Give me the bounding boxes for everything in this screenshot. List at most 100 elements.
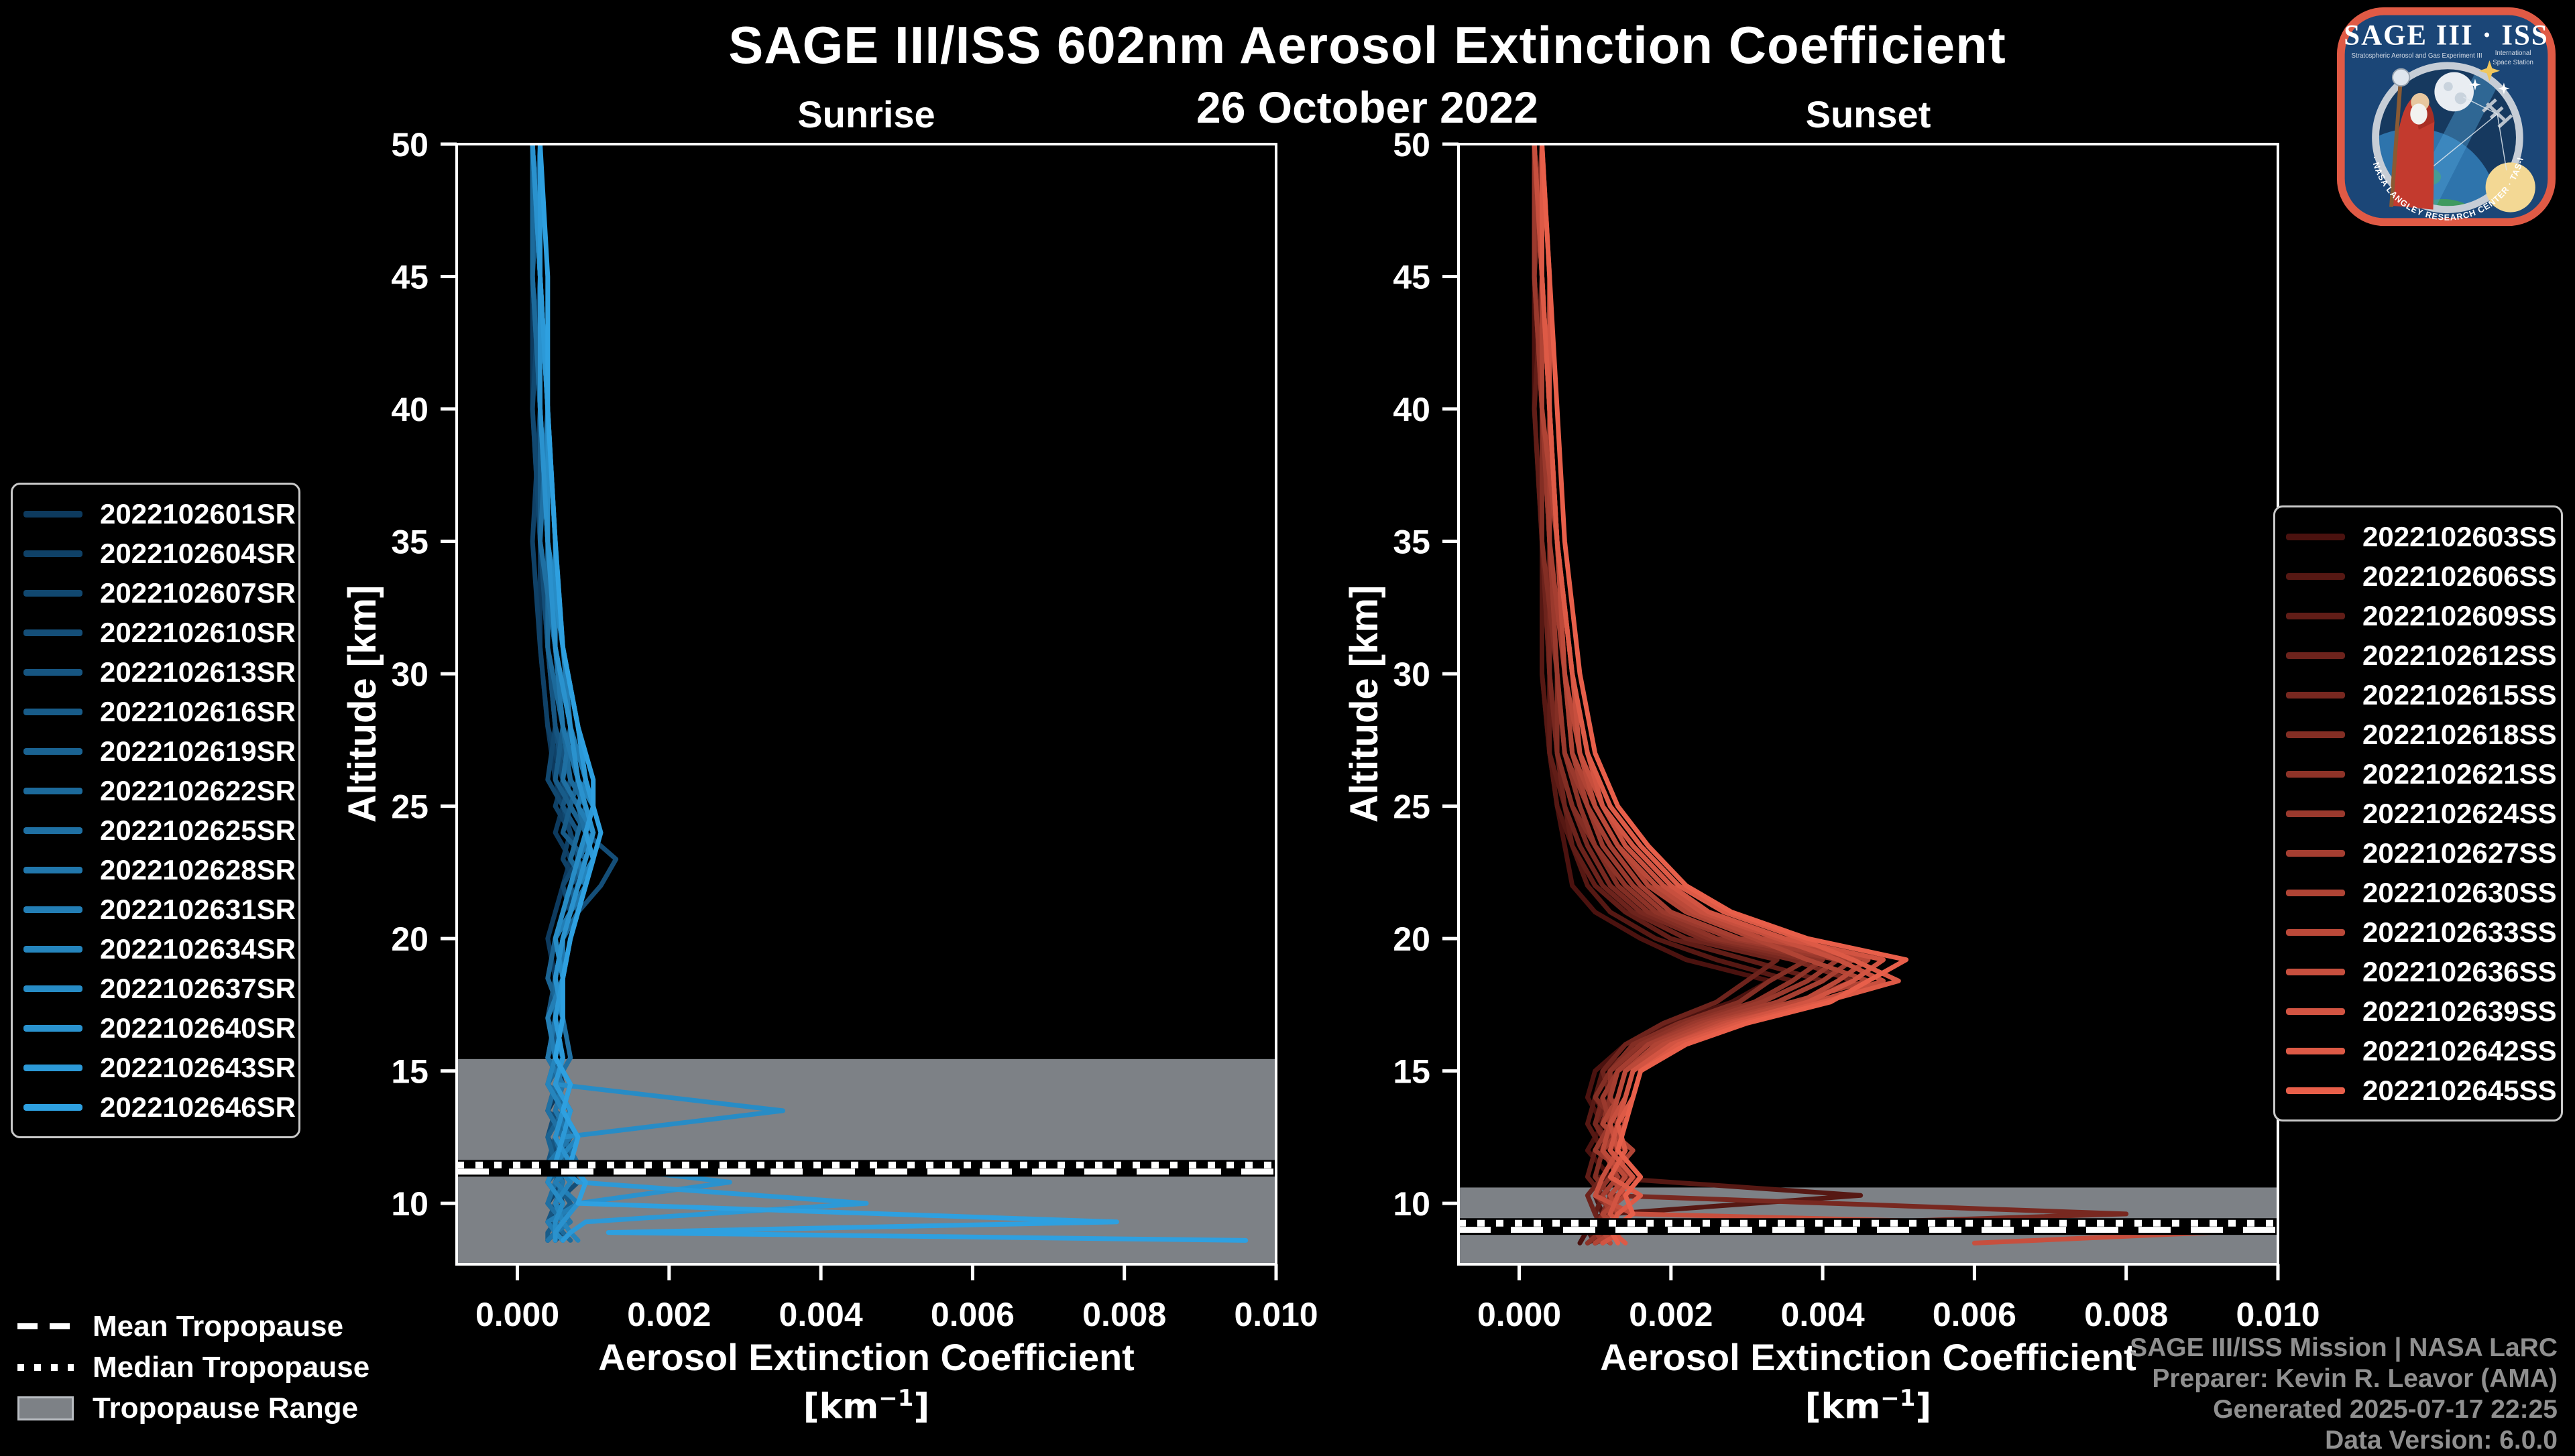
x-unit-close: ] bbox=[1915, 1386, 1932, 1427]
legend-item: 2022102609SS bbox=[2286, 596, 2557, 635]
logo-scan-beams bbox=[2433, 97, 2507, 171]
logo-sun bbox=[2485, 162, 2535, 213]
x-axis-label-sunset: Aerosol Extinction Coefficient bbox=[1600, 1336, 2136, 1378]
legend-item: 2022102643SR bbox=[23, 1048, 296, 1087]
legend-line-swatch bbox=[2286, 691, 2345, 699]
legend-item-label: 2022102633SS bbox=[2362, 916, 2557, 948]
x-tick-label: 0.006 bbox=[1933, 1296, 2016, 1333]
y-tick-label: 50 bbox=[391, 126, 428, 164]
legend-item: 2022102627SS bbox=[2286, 833, 2557, 873]
legend-line-swatch bbox=[2286, 1008, 2345, 1015]
legend-line-swatch bbox=[23, 985, 82, 992]
median-tropopause-legend-item: Median Tropopause bbox=[17, 1347, 369, 1388]
x-tick-label: 0.004 bbox=[1781, 1296, 1865, 1333]
x-tick-label: 0.004 bbox=[779, 1296, 863, 1333]
sunset-plot-frame bbox=[1457, 143, 2279, 1266]
logo-subtitle-left: Stratospheric Aerosol and Gas Experiment… bbox=[2352, 52, 2482, 60]
legend-item-label: 2022102624SS bbox=[2362, 797, 2557, 829]
attribution-generated: Generated 2025-07-17 22:25 bbox=[2213, 1395, 2558, 1424]
legend-line-swatch bbox=[23, 550, 82, 557]
legend-item-label: 2022102645SS bbox=[2362, 1074, 2557, 1106]
legend-line-swatch bbox=[23, 945, 82, 953]
x-unit-base: [km bbox=[803, 1386, 879, 1427]
legend-line-swatch bbox=[23, 629, 82, 636]
logo-moon bbox=[2434, 72, 2474, 112]
legend-item: 2022102624SS bbox=[2286, 794, 2557, 833]
legend-item: 2022102640SR bbox=[23, 1008, 296, 1048]
legend-line-swatch bbox=[2286, 770, 2345, 778]
sunset-legend: 2022102603SS 2022102606SS 2022102609SS 2022… bbox=[2273, 505, 2563, 1121]
attribution-mission: SAGE III/ISS Mission | NASA LaRC bbox=[2130, 1333, 2558, 1362]
legend-item-label: 2022102618SS bbox=[2362, 718, 2557, 750]
x-tick-label: 0.002 bbox=[1629, 1296, 1713, 1333]
y-tick-label: 45 bbox=[391, 259, 428, 296]
series-line-2022102646SR bbox=[538, 144, 1249, 1243]
series-line-2022102636SS bbox=[1532, 144, 2273, 1246]
legend-item: 2022102621SS bbox=[2286, 754, 2557, 794]
y-tick-label: 30 bbox=[1393, 656, 1430, 693]
y-tick-label: 20 bbox=[1393, 920, 1430, 958]
panel-title-sunrise: Sunrise bbox=[797, 93, 935, 135]
logo-star-icon bbox=[2498, 82, 2510, 95]
legend-item-label: 2022102630SS bbox=[2362, 876, 2557, 908]
y-tick-label: 30 bbox=[391, 656, 428, 693]
legend-item-label: 2022102612SS bbox=[2362, 639, 2557, 671]
legend-item-label: 2022102615SS bbox=[2362, 678, 2557, 711]
legend-item: 2022102601SR bbox=[23, 494, 296, 534]
legend-item: 2022102618SS bbox=[2286, 715, 2557, 754]
legend-item: 2022102631SR bbox=[23, 890, 296, 929]
legend-line-swatch bbox=[23, 906, 82, 913]
sunset-plot: 0.000 0.002 0.004 0.006 0.008 0.010 10 15 20 25 30… bbox=[1393, 126, 2320, 1333]
attribution: SAGE III/ISS Mission | NASA LaRC Prepare… bbox=[2130, 1333, 2558, 1456]
logo-subtitle-right-2: Space Station bbox=[2493, 59, 2533, 66]
legend-item: 2022102604SR bbox=[23, 534, 296, 573]
tropopause-legend: Mean Tropopause Median Tropopause Tropop… bbox=[17, 1306, 369, 1429]
series-line-2022102640SR bbox=[530, 144, 732, 1243]
attribution-preparer: Preparer: Kevin R. Leavor (AMA) bbox=[2152, 1364, 2558, 1393]
legend-item: 2022102630SS bbox=[2286, 873, 2557, 912]
x-tick-label: 0.010 bbox=[1234, 1296, 1318, 1333]
legend-item: 2022102628SR bbox=[23, 850, 296, 890]
legend-item-label: 2022102621SS bbox=[2362, 757, 2557, 790]
legend-item: 2022102615SS bbox=[2286, 675, 2557, 715]
legend-item: 2022102613SR bbox=[23, 652, 296, 692]
x-unit-exponent: −1 bbox=[1880, 1385, 1916, 1412]
legend-item-label: 2022102603SS bbox=[2362, 520, 2557, 552]
legend-line-swatch bbox=[2286, 612, 2345, 619]
legend-line-swatch bbox=[2286, 1047, 2345, 1054]
legend-item-label: 2022102610SR bbox=[100, 616, 296, 648]
sunrise-plot-frame bbox=[455, 143, 1277, 1266]
panel-title-sunset: Sunset bbox=[1805, 93, 1931, 135]
x-tick-label: 0.006 bbox=[931, 1296, 1015, 1333]
legend-item: 2022102610SR bbox=[23, 613, 296, 652]
series-line-2022102624SS bbox=[1532, 144, 1841, 1246]
legend-item-label: 2022102613SR bbox=[100, 656, 296, 688]
legend-item-label: 2022102601SR bbox=[100, 497, 296, 530]
legend-line-swatch bbox=[2286, 1087, 2345, 1094]
legend-item: 2022102612SS bbox=[2286, 635, 2557, 675]
logo-moon-crater bbox=[2444, 82, 2453, 91]
x-tick-label: 0.002 bbox=[627, 1296, 711, 1333]
x-axis-label-sunrise: Aerosol Extinction Coefficient bbox=[598, 1336, 1135, 1378]
y-tick-label: 40 bbox=[1393, 391, 1430, 428]
x-axis-unit-sunrise: [km−1] bbox=[457, 1385, 1276, 1427]
legend-line-swatch bbox=[23, 747, 82, 755]
page-title: SAGE III/ISS 602nm Aerosol Extinction Co… bbox=[728, 15, 2006, 74]
legend-item: 2022102625SR bbox=[23, 810, 296, 850]
legend-item-label: 2022102625SR bbox=[100, 814, 296, 846]
legend-line-swatch bbox=[23, 866, 82, 873]
legend-item: 2022102606SS bbox=[2286, 556, 2557, 596]
legend-item: 2022102619SR bbox=[23, 731, 296, 771]
gray-band-icon bbox=[17, 1396, 74, 1420]
dotted-line-icon bbox=[17, 1363, 74, 1371]
logo-subtitle-right-1: International bbox=[2495, 50, 2531, 57]
legend-line-swatch bbox=[23, 1103, 82, 1111]
legend-line-swatch bbox=[23, 827, 82, 834]
legend-line-swatch bbox=[23, 787, 82, 794]
y-tick-label: 15 bbox=[391, 1053, 428, 1091]
legend-item-label: 2022102631SR bbox=[100, 893, 296, 925]
legend-item-label: 2022102637SR bbox=[100, 972, 296, 1004]
legend-item: 2022102645SS bbox=[2286, 1071, 2557, 1110]
legend-line-swatch bbox=[23, 708, 82, 715]
